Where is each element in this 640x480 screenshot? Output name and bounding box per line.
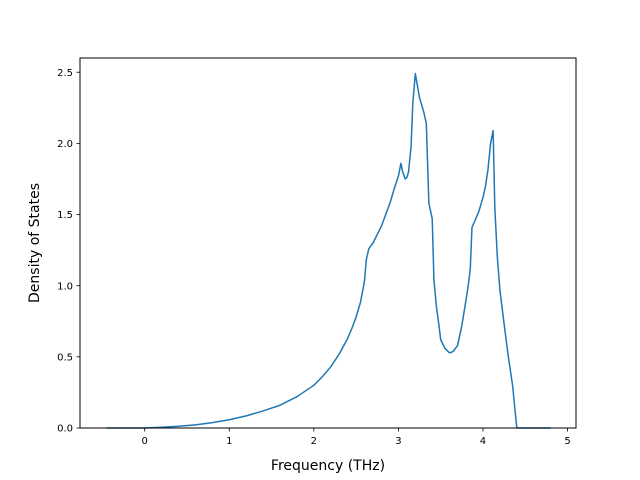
x-tick-label: 2 xyxy=(311,436,317,447)
x-tick-label: 1 xyxy=(226,436,232,447)
y-axis: 0.0 0.5 1.0 1.5 2.0 2.5 xyxy=(57,68,80,435)
y-tick-label: 0.5 xyxy=(57,352,73,363)
plot-area xyxy=(106,72,551,429)
y-tick-label: 1.0 xyxy=(57,281,73,292)
y-tick-label: 1.5 xyxy=(57,210,73,221)
x-axis-label: Frequency (THz) xyxy=(271,458,385,474)
axes-frame xyxy=(79,57,577,429)
x-tick-label: 0 xyxy=(142,436,148,447)
y-tick-label: 0.0 xyxy=(57,424,73,435)
x-axis: 0 1 2 3 4 5 xyxy=(142,428,571,447)
x-tick-label: 4 xyxy=(480,436,486,447)
dos-series-line xyxy=(106,72,551,429)
y-tick-label: 2.0 xyxy=(57,139,73,150)
x-tick-label: 5 xyxy=(564,436,570,447)
y-tick-label: 2.5 xyxy=(57,68,73,79)
y-axis-label: Density of States xyxy=(27,183,43,303)
x-tick-label: 3 xyxy=(395,436,401,447)
